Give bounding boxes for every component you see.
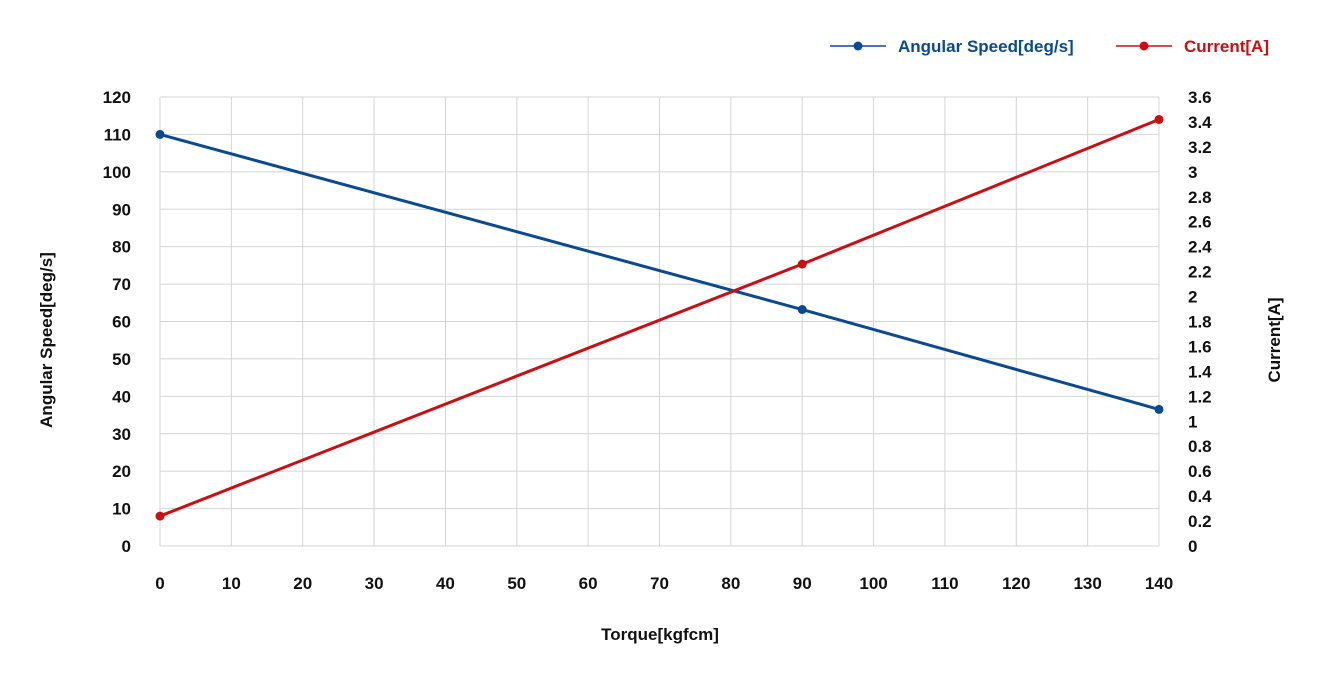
legend-item-current: Current[A] [1116, 37, 1269, 56]
x-tick-label: 20 [293, 574, 312, 593]
left-y-tick-label: 120 [103, 88, 131, 107]
x-tick-label: 110 [931, 574, 958, 593]
right-y-tick-label: 0 [1188, 537, 1197, 556]
left-y-axis-ticks: 0 10 20 30 40 50 60 70 80 90 100 110 120 [103, 88, 131, 556]
left-y-tick-label: 20 [112, 462, 131, 481]
right-y-tick-label: 2.6 [1188, 213, 1212, 232]
left-y-tick-label: 60 [112, 313, 131, 332]
left-y-tick-label: 110 [104, 125, 131, 144]
right-y-tick-label: 0.4 [1188, 487, 1212, 506]
left-y-tick-label: 10 [112, 500, 131, 519]
x-tick-label: 120 [1002, 574, 1030, 593]
series-layer [155, 114, 1164, 521]
x-tick-label: 0 [155, 574, 164, 593]
right-y-tick-label: 3.6 [1188, 88, 1212, 107]
x-tick-label: 90 [793, 574, 812, 593]
right-y-tick-label: 3 [1188, 163, 1197, 182]
right-y-tick-label: 1 [1188, 412, 1197, 431]
left-y-tick-label: 50 [112, 350, 131, 369]
data-point-current [797, 259, 807, 269]
left-y-tick-label: 90 [112, 200, 131, 219]
data-point-current [1154, 114, 1164, 124]
left-y-axis-title: Angular Speed[deg/s] [37, 252, 56, 428]
gridlines [159, 96, 1160, 547]
left-y-tick-label: 70 [112, 275, 131, 294]
legend-marker-angular-speed [853, 41, 863, 51]
x-tick-label: 100 [859, 574, 887, 593]
x-tick-label: 10 [222, 574, 241, 593]
right-y-tick-label: 1.2 [1188, 387, 1212, 406]
right-y-tick-label: 0.8 [1188, 437, 1212, 456]
right-y-tick-label: 1.4 [1188, 362, 1212, 381]
right-y-tick-label: 2.2 [1188, 263, 1212, 282]
x-tick-label: 40 [436, 574, 455, 593]
legend-label-angular-speed: Angular Speed[deg/s] [898, 37, 1074, 56]
left-y-tick-label: 30 [112, 425, 131, 444]
legend-item-angular-speed: Angular Speed[deg/s] [830, 37, 1074, 56]
right-y-tick-label: 2.8 [1188, 188, 1212, 207]
right-y-axis-title: Current[A] [1265, 298, 1284, 383]
x-tick-label: 60 [579, 574, 598, 593]
right-y-tick-label: 2 [1188, 288, 1197, 307]
left-y-tick-label: 100 [103, 163, 131, 182]
right-y-tick-label: 0.6 [1188, 462, 1212, 481]
x-tick-label: 50 [507, 574, 526, 593]
x-axis-ticks: 0 10 20 30 40 50 60 70 80 90 100 110 120 130 140 [155, 574, 1173, 593]
right-y-tick-label: 3.2 [1188, 138, 1212, 157]
legend-marker-current [1139, 41, 1149, 51]
right-y-tick-label: 2.4 [1188, 238, 1212, 257]
data-point-angular-speed [155, 129, 165, 139]
left-y-tick-label: 0 [122, 537, 131, 556]
right-y-axis-ticks: 0 0.2 0.4 0.6 0.8 1 1.2 1.4 1.6 1.8 2 2.2 2.4 2.6 2.8 3… [1188, 88, 1212, 556]
x-axis-title: Torque[kgfcm] [601, 625, 719, 644]
x-tick-label: 140 [1145, 574, 1173, 593]
legend: Angular Speed[deg/s] Current[A] [830, 37, 1269, 56]
right-y-tick-label: 0.2 [1188, 512, 1212, 531]
x-tick-label: 130 [1073, 574, 1101, 593]
right-y-tick-label: 3.4 [1188, 113, 1212, 132]
right-y-tick-label: 1.6 [1188, 337, 1212, 356]
x-tick-label: 70 [650, 574, 669, 593]
x-tick-label: 80 [721, 574, 740, 593]
left-y-tick-label: 80 [112, 238, 131, 257]
x-tick-label: 30 [365, 574, 384, 593]
data-point-current [155, 511, 165, 521]
right-y-tick-label: 1.8 [1188, 313, 1212, 332]
data-point-angular-speed [1154, 404, 1164, 414]
legend-label-current: Current[A] [1184, 37, 1269, 56]
data-point-angular-speed [797, 305, 807, 315]
left-y-tick-label: 40 [112, 387, 131, 406]
